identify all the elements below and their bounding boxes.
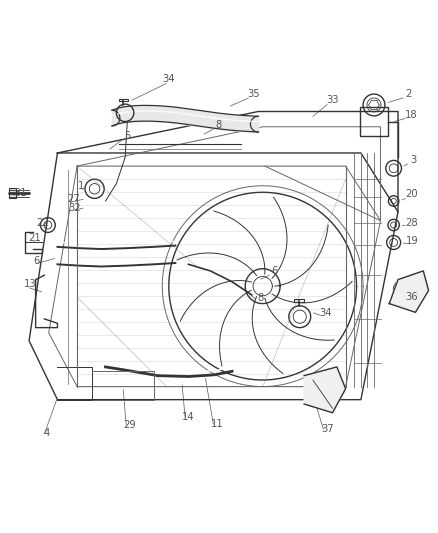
Text: 27: 27 xyxy=(67,194,81,204)
Text: 14: 14 xyxy=(182,412,195,422)
Text: 8: 8 xyxy=(216,119,222,130)
Text: 13: 13 xyxy=(24,279,37,289)
Text: 8: 8 xyxy=(258,293,264,303)
Text: 22: 22 xyxy=(36,218,49,228)
Text: 5: 5 xyxy=(124,131,131,141)
Text: 1: 1 xyxy=(78,181,85,191)
Polygon shape xyxy=(10,188,16,198)
Text: 33: 33 xyxy=(326,95,339,104)
Text: 6: 6 xyxy=(272,266,278,276)
Text: 11: 11 xyxy=(210,419,223,429)
Text: 6: 6 xyxy=(33,256,40,266)
Text: 18: 18 xyxy=(405,110,417,119)
Text: 32: 32 xyxy=(69,203,81,213)
Polygon shape xyxy=(304,367,346,413)
Text: 35: 35 xyxy=(247,89,260,99)
Text: 28: 28 xyxy=(405,218,417,228)
Text: 4: 4 xyxy=(43,429,49,438)
Text: 21: 21 xyxy=(28,233,41,243)
Text: 19: 19 xyxy=(406,236,419,246)
Text: 36: 36 xyxy=(405,292,417,302)
Text: 29: 29 xyxy=(123,419,136,430)
Text: 37: 37 xyxy=(321,424,334,434)
Text: 31: 31 xyxy=(14,188,27,198)
Text: 34: 34 xyxy=(162,74,175,84)
Text: 2: 2 xyxy=(406,89,412,99)
Text: 20: 20 xyxy=(405,189,417,199)
Text: 3: 3 xyxy=(410,155,417,165)
Text: 34: 34 xyxy=(320,308,332,318)
Polygon shape xyxy=(389,271,428,312)
